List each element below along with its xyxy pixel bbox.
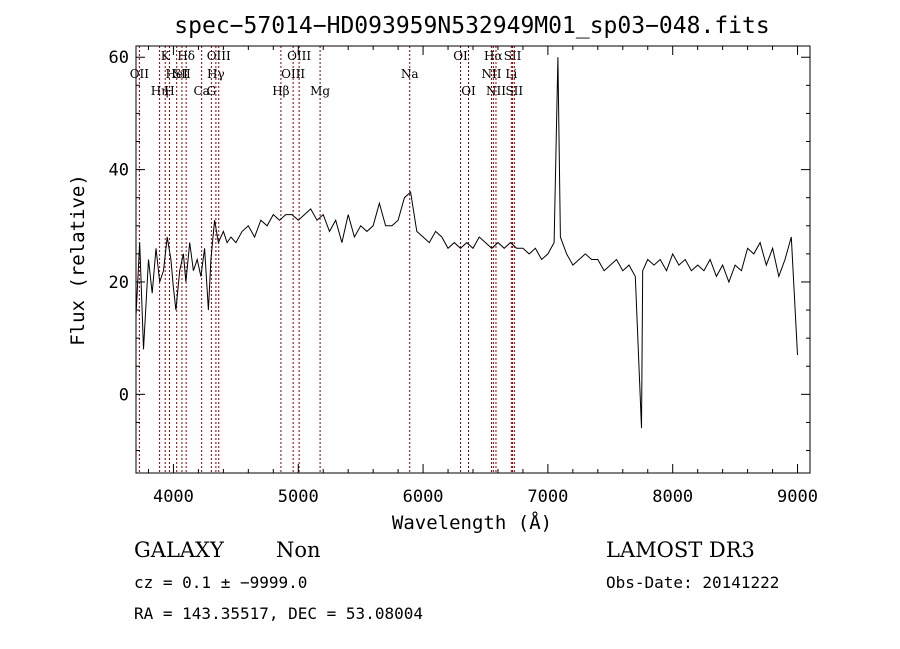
observation-date: Obs-Date: 20141222 (606, 573, 780, 592)
x-tick-label-1: 5000 (278, 487, 319, 507)
line-marker-label-21: Li (505, 67, 517, 81)
redshift-readout: cz = 0.1 ± −9999.0 (134, 573, 308, 592)
line-marker-label-18: NII (481, 67, 501, 81)
x-tick-label-2: 6000 (403, 487, 444, 507)
line-marker-label-14: Mg (310, 84, 330, 98)
line-marker-label-5: Hη (151, 84, 169, 98)
line-marker-label-7: Ca (193, 84, 209, 98)
line-marker-label-22: SII (504, 49, 522, 63)
coordinates-readout: RA = 143.35517, DEC = 53.08004 (134, 604, 423, 623)
line-marker-label-23: SII (505, 84, 523, 98)
x-tick-label-4: 8000 (652, 487, 693, 507)
x-tick-label-0: 4000 (153, 487, 194, 507)
line-marker-label-1: H (164, 84, 174, 98)
y-tick-label-1: 20 (109, 273, 129, 293)
x-axis-label: Wavelength (Å) (392, 511, 552, 534)
x-tick-label-3: 7000 (527, 487, 568, 507)
line-marker-label-9: Hγ (207, 67, 225, 81)
chart-title: spec−57014−HD093959N532949M01_sp03−048.f… (174, 13, 769, 39)
line-marker-label-15: Na (401, 67, 419, 81)
line-marker-label-4: HeI (166, 67, 189, 81)
line-marker-label-20: NII (486, 84, 506, 98)
line-marker-label-17: OI (461, 84, 476, 98)
line-marker-label-2: K (161, 49, 171, 63)
line-marker-label-0: OII (130, 67, 150, 81)
line-marker-label-3: Hδ (177, 49, 195, 63)
line-marker-label-11: Hβ (272, 84, 289, 98)
line-marker-label-6: SII (173, 67, 191, 81)
plot-frame (135, 45, 811, 474)
y-axis-label: Flux (relative) (67, 174, 89, 346)
line-marker-label-19: Hα (484, 49, 503, 63)
line-marker-label-16: OI (453, 49, 468, 63)
line-marker-label-10: OIII (207, 49, 231, 63)
axis-ticks: 4000 5000 6000 7000 8000 9000 0 20 40 60 (109, 46, 818, 507)
x-tick-label-5: 9000 (777, 487, 818, 507)
y-tick-label-2: 40 (109, 161, 129, 181)
object-subclass: Non (276, 538, 321, 562)
object-class: GALAXY (134, 538, 224, 562)
line-marker-label-12: OIII (281, 67, 305, 81)
survey-name: LAMOST DR3 (606, 538, 755, 562)
line-marker-label-13: OIII (287, 49, 311, 63)
y-tick-label-3: 60 (109, 48, 129, 68)
y-tick-label-0: 0 (119, 385, 129, 405)
line-marker-label-8: G (207, 84, 217, 98)
flux-series-line (135, 57, 798, 429)
